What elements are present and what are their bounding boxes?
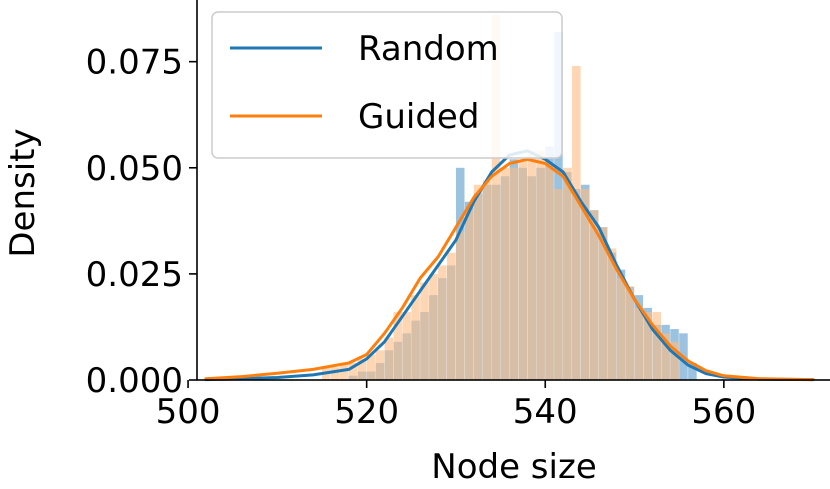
hist-bar-guided xyxy=(545,163,554,380)
x-axis-label: Node size xyxy=(431,447,596,487)
hist-bar-guided xyxy=(527,150,536,380)
hist-bar-guided xyxy=(634,307,644,380)
hist-bar-guided xyxy=(536,150,545,380)
y-axis-ticks: 0.000 0.025 0.050 0.075 xyxy=(86,43,197,401)
hist-bar-guided xyxy=(330,367,340,380)
hist-bar-guided xyxy=(464,210,474,380)
hist-bar-guided xyxy=(652,312,661,380)
hist-bar-guided xyxy=(616,278,626,380)
plot-frame xyxy=(196,0,830,381)
hist-bar-guided xyxy=(643,312,653,380)
hist-bar-guided xyxy=(375,350,385,380)
hist-bar-guided xyxy=(411,295,420,380)
x-tick-label: 520 xyxy=(334,392,399,432)
legend: Random Guided xyxy=(211,11,563,159)
x-tick-label: 500 xyxy=(156,392,221,432)
y-tick-label: 0.075 xyxy=(86,43,183,83)
hist-bar-guided xyxy=(348,363,358,380)
hist-bar-guided xyxy=(500,167,510,380)
legend-label-guided: Guided xyxy=(358,97,479,137)
y-tick-label: 0.025 xyxy=(86,255,183,295)
kde-line-guided xyxy=(204,157,815,382)
hist-bar-guided xyxy=(589,210,599,380)
hist-bar-guided xyxy=(509,167,519,380)
hist-bar-guided xyxy=(402,312,411,380)
hist-bar-guided xyxy=(420,282,429,380)
hist-bar-guided xyxy=(429,273,438,380)
hist-bar-guided xyxy=(455,231,465,380)
x-tick-label: 540 xyxy=(513,392,578,432)
hist-bar-guided xyxy=(393,312,402,380)
hist-bar-guided xyxy=(473,184,483,380)
hist-bar-guided xyxy=(491,14,501,380)
hist-bar-guided xyxy=(357,358,367,380)
y-axis-label: Density xyxy=(3,128,43,257)
hist-bar-random xyxy=(688,363,697,380)
hist-bar-guided xyxy=(366,354,376,380)
hist-bar-guided xyxy=(607,248,617,380)
hist-bar-guided xyxy=(661,333,670,380)
x-axis-ticks: 500 520 540 560 xyxy=(156,380,756,432)
hist-bar-guided xyxy=(518,159,527,380)
hist-bar-guided xyxy=(438,265,447,380)
y-tick-label: 0.000 xyxy=(86,361,183,401)
kde-line-random xyxy=(204,149,815,382)
hist-bar-guided xyxy=(580,189,590,380)
hist-bar-guided xyxy=(572,65,581,381)
hist-bar-guided xyxy=(563,167,572,380)
hist-bar-guided xyxy=(598,227,608,380)
kde-lines xyxy=(204,149,815,382)
hist-bar-guided xyxy=(625,286,635,380)
hist-bar-guided xyxy=(482,180,492,380)
hist-bar-guided xyxy=(447,252,456,380)
y-tick-label: 0.050 xyxy=(86,149,183,189)
hist-bar-guided xyxy=(554,189,563,380)
x-tick-label: 560 xyxy=(691,392,756,432)
hist-bar-guided xyxy=(670,341,679,380)
hist-bar-guided xyxy=(384,337,394,380)
legend-label-random: Random xyxy=(358,29,499,69)
